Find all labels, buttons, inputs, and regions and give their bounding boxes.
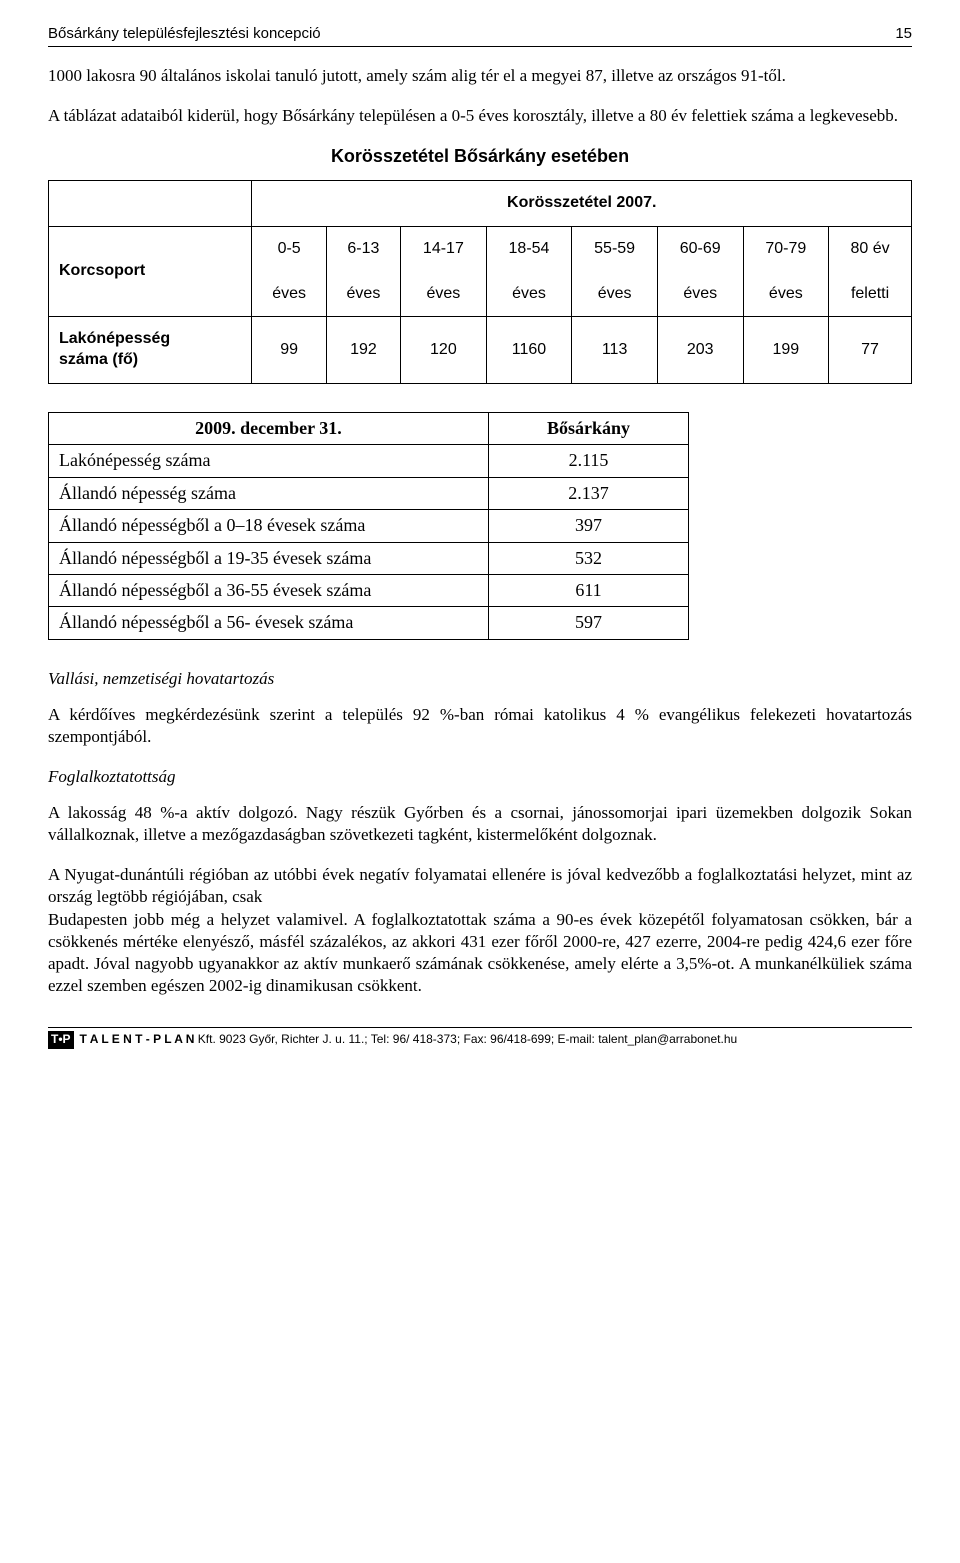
table-row: Állandó népességből a 36-55 évesek száma…: [49, 575, 689, 607]
kor-col-sub: éves: [252, 272, 326, 317]
kor-col-sub: éves: [572, 272, 658, 317]
pop-row-val: 2.115: [489, 445, 689, 477]
intro-paragraph-2: A táblázat adataiból kiderül, hogy Bősár…: [48, 105, 912, 127]
pop-row-label: Állandó népességből a 19-35 évesek száma: [49, 542, 489, 574]
kor-pop-rowlabel: Lakónépesség száma (fő): [49, 317, 252, 384]
kor-val: 199: [743, 317, 829, 384]
table-row: Állandó népességből a 19-35 évesek száma…: [49, 542, 689, 574]
kor-col-sub: feletti: [829, 272, 912, 317]
table-row: Állandó népességből a 56- évesek száma 5…: [49, 607, 689, 639]
pop-row-val: 532: [489, 542, 689, 574]
kor-col-sub: éves: [657, 272, 743, 317]
footer-text: T A L E N T - P L A N Kft. 9023 Győr, Ri…: [80, 1032, 738, 1048]
population-2009-table: 2009. december 31. Bősárkány Lakónépessé…: [48, 412, 689, 640]
pop-row-label: Lakónépesség száma: [49, 445, 489, 477]
intro-paragraph-1: 1000 lakosra 90 általános iskolai tanuló…: [48, 65, 912, 87]
vallasi-body: A kérdőíves megkérdezésünk szerint a tel…: [48, 704, 912, 748]
kor-val: 192: [326, 317, 400, 384]
pop-row-val: 597: [489, 607, 689, 639]
pop-head-place: Bősárkány: [489, 413, 689, 445]
kor-group-rowlabel: Korcsoport: [49, 226, 252, 317]
page-header: Bősárkány településfejlesztési koncepció…: [48, 24, 912, 47]
header-page-number: 15: [895, 24, 912, 44]
kor-val: 77: [829, 317, 912, 384]
pop-row-val: 397: [489, 510, 689, 542]
pop-row-label: Állandó népességből a 56- évesek száma: [49, 607, 489, 639]
kor-col-sub: éves: [401, 272, 487, 317]
footer-company: T A L E N T - P L A N: [80, 1032, 195, 1046]
foglalk-p3: Budapesten jobb még a helyzet valamivel.…: [48, 909, 912, 997]
pop-row-val: 2.137: [489, 477, 689, 509]
kor-val: 120: [401, 317, 487, 384]
footer-logo: T•P: [48, 1031, 74, 1049]
pop-row-label: Állandó népesség száma: [49, 477, 489, 509]
table-row: Állandó népességből a 0–18 évesek száma …: [49, 510, 689, 542]
kor-val: 203: [657, 317, 743, 384]
kor-val: 113: [572, 317, 658, 384]
kor-val: 1160: [486, 317, 572, 384]
footer-rest: Kft. 9023 Győr, Richter J. u. 11.; Tel: …: [194, 1032, 737, 1046]
kor-pop-rowlabel-line1: Lakónépesség: [59, 330, 170, 347]
age-composition-table: Korösszetétel 2007. Korcsoport 0-5 6-13 …: [48, 180, 912, 384]
kor-col: 70-79: [743, 226, 829, 271]
kor-year-header: Korösszetétel 2007.: [252, 181, 912, 227]
kor-col-sub: éves: [743, 272, 829, 317]
kor-col: 14-17: [401, 226, 487, 271]
page-footer: T•P T A L E N T - P L A N Kft. 9023 Győr…: [48, 1027, 912, 1049]
table-row: Lakónépesség száma 2.115: [49, 445, 689, 477]
kor-col: 80 év: [829, 226, 912, 271]
pop-head-date: 2009. december 31.: [49, 413, 489, 445]
pop-row-val: 611: [489, 575, 689, 607]
kor-empty-cell: [49, 181, 252, 227]
kor-val: 99: [252, 317, 326, 384]
table-row: Állandó népesség száma 2.137: [49, 477, 689, 509]
kor-col: 0-5: [252, 226, 326, 271]
pop-row-label: Állandó népességből a 36-55 évesek száma: [49, 575, 489, 607]
header-title: Bősárkány településfejlesztési koncepció: [48, 24, 321, 44]
kor-col-sub: éves: [326, 272, 400, 317]
foglalk-p1: A lakosság 48 %-a aktív dolgozó. Nagy ré…: [48, 802, 912, 846]
vallasi-heading: Vallási, nemzetiségi hovatartozás: [48, 668, 912, 690]
foglalk-heading: Foglalkoztatottság: [48, 766, 912, 788]
kor-col: 18-54: [486, 226, 572, 271]
kor-table-title: Korösszetétel Bősárkány esetében: [48, 145, 912, 168]
kor-col: 60-69: [657, 226, 743, 271]
kor-col: 6-13: [326, 226, 400, 271]
kor-col: 55-59: [572, 226, 658, 271]
pop-row-label: Állandó népességből a 0–18 évesek száma: [49, 510, 489, 542]
kor-pop-rowlabel-line2: száma (fő): [59, 351, 138, 368]
foglalk-p2: A Nyugat-dunántúli régióban az utóbbi év…: [48, 864, 912, 908]
kor-col-sub: éves: [486, 272, 572, 317]
